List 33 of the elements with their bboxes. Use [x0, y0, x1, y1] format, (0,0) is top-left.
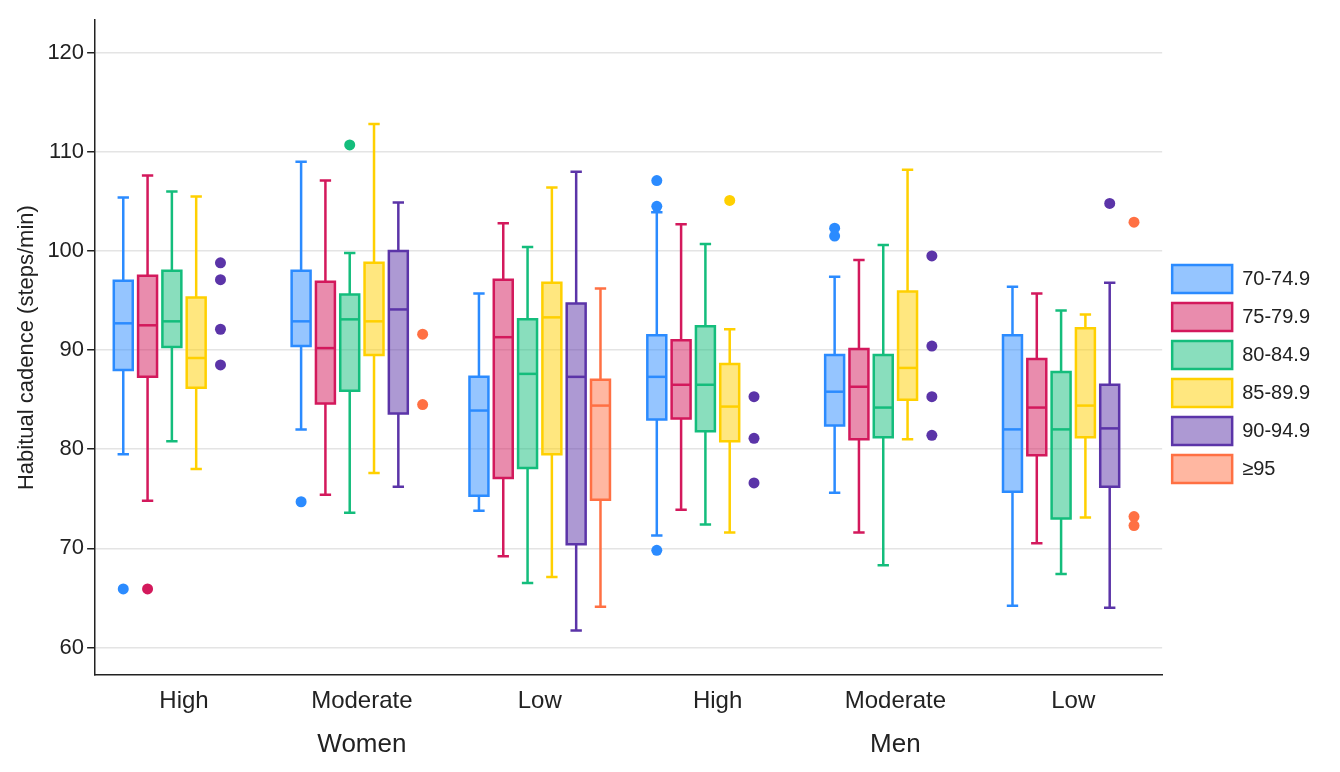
point [926, 250, 938, 262]
x-tick-label: High [159, 686, 209, 714]
point [748, 391, 760, 403]
point [926, 429, 938, 441]
text: Women [317, 728, 407, 759]
legend-label: 90-94.9 [1242, 418, 1311, 441]
legend-label: 75-79.9 [1242, 304, 1311, 327]
x-tick-label: High [692, 686, 743, 714]
x-tick-label: Low [517, 686, 563, 714]
point [926, 340, 938, 352]
y-axis-title: Habitual cadence (steps/min) [13, 205, 39, 491]
point [214, 359, 226, 371]
legend-label: ≥95 [1242, 456, 1276, 479]
point [214, 274, 226, 286]
y-tick-label: 70 [59, 534, 85, 560]
legend-label: 80-84.9 [1242, 342, 1311, 365]
point [214, 323, 226, 335]
point [214, 257, 226, 269]
y-tick-label: 90 [59, 336, 85, 362]
legend-label: 70-74.9 [1242, 266, 1311, 289]
y-tick-label: 80 [59, 435, 85, 461]
y-tick-label: 120 [47, 38, 85, 64]
legend-label: 85-89.9 [1242, 380, 1311, 403]
x-tick-label: Moderate [844, 686, 947, 714]
point [926, 391, 938, 403]
y-tick-label: 60 [59, 633, 85, 659]
y-tick-label: 110 [49, 137, 85, 163]
point [748, 477, 760, 489]
y-tick-label: 100 [47, 237, 85, 263]
x-tick-label: Moderate [311, 686, 413, 714]
point [748, 432, 760, 444]
x-tick-label: Low [1051, 686, 1096, 714]
text: Men [870, 728, 921, 759]
